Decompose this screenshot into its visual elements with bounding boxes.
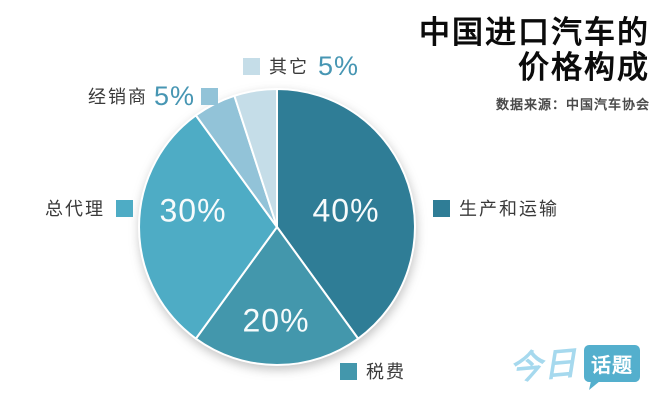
legend-other-label: 其它	[269, 57, 309, 77]
legend-other-swatch	[243, 57, 260, 75]
title-block: 中国进口汽车的 价格构成 数据来源：中国汽车协会	[419, 15, 650, 113]
legend-production: 生产和运输	[433, 198, 559, 219]
legend-dealer-swatch	[201, 87, 219, 105]
legend-tax-label: 税费	[366, 362, 406, 382]
pie-slice-总代理	[138, 114, 278, 340]
legend-other: 其它 5%	[243, 50, 359, 82]
legend-general-agent-label: 总代理	[45, 199, 105, 219]
chart-title-line1: 中国进口汽车的	[419, 15, 650, 50]
logo-badge: 话题	[584, 344, 640, 382]
pie-slice-税费	[194, 226, 360, 366]
legend-production-label: 生产和运输	[459, 199, 559, 219]
legend-tax-swatch	[340, 362, 357, 380]
legend-dealer-pct: 5%	[154, 80, 196, 111]
legend-general-agent-swatch	[116, 199, 133, 217]
pie-label-tax: 20%	[242, 302, 310, 339]
pie-label-production: 40%	[312, 192, 380, 229]
legend-general-agent: 总代理	[45, 197, 133, 219]
legend-dealer-label: 经销商	[88, 87, 148, 107]
legend-other-pct: 5%	[318, 50, 360, 81]
pie-slice-其它	[233, 88, 278, 228]
legend-production-swatch	[433, 199, 450, 217]
legend-tax: 税费	[340, 361, 406, 382]
logo-script-text: 今日	[507, 344, 579, 387]
publisher-logo: 今日 话题	[507, 339, 640, 387]
chart-title-line2: 价格构成	[518, 50, 650, 85]
data-source: 数据来源：中国汽车协会	[495, 97, 650, 112]
pie-label-agent: 30%	[159, 192, 227, 229]
legend-dealer: 经销商 5%	[88, 80, 219, 112]
pie-slice-生产和运输	[276, 88, 416, 340]
